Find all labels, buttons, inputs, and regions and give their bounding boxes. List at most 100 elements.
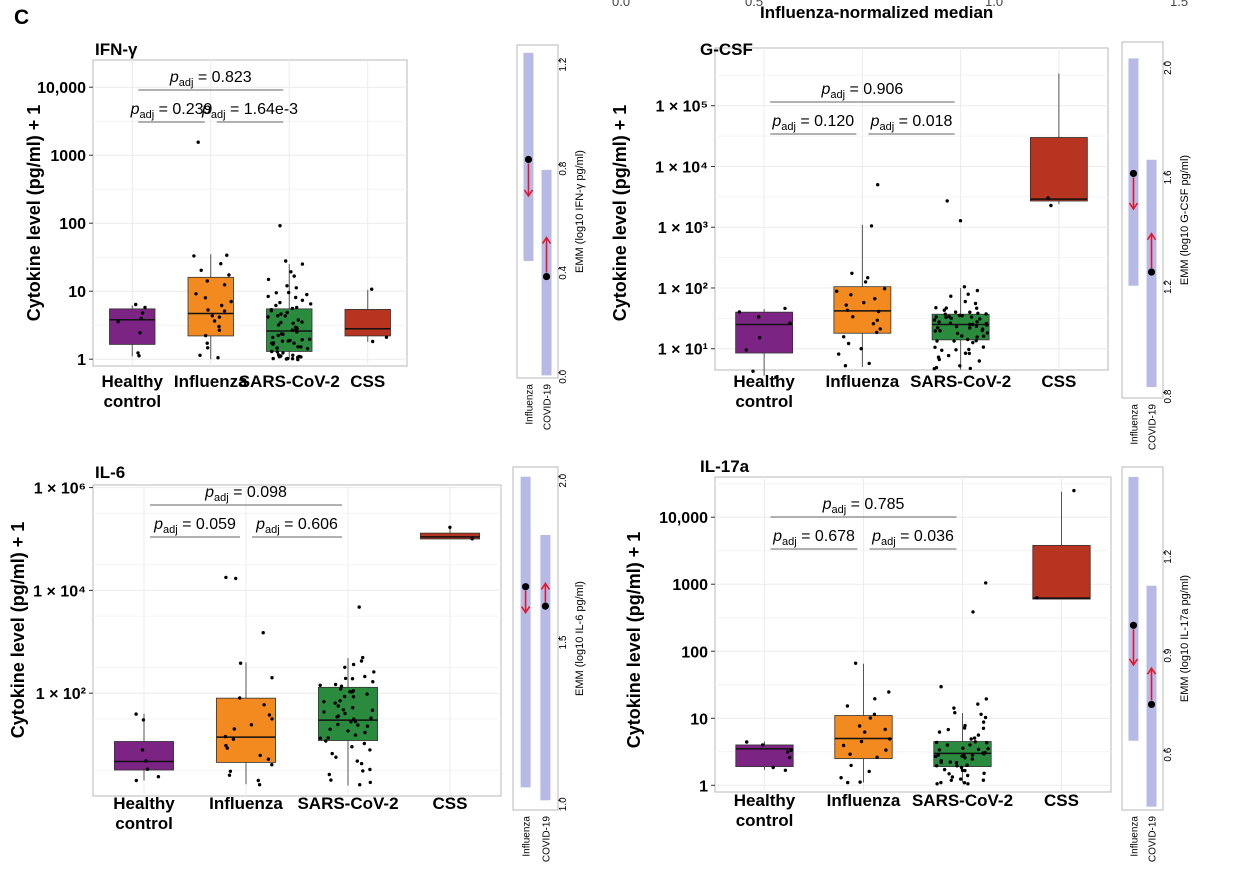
pvalue-label: padj = 0.018 (870, 113, 953, 133)
box (420, 532, 480, 540)
data-point (199, 268, 203, 272)
data-point (934, 764, 939, 768)
data-point (954, 324, 959, 329)
data-point (978, 317, 982, 321)
data-point (274, 291, 278, 295)
data-point (309, 302, 313, 306)
data-point (982, 771, 986, 775)
emm-tick-label: 0.8 (1163, 389, 1174, 403)
emm-tick-label: 1.5 (558, 635, 569, 649)
box (1032, 544, 1091, 600)
pvalue-label: padj = 0.239 (130, 101, 213, 121)
data-point (962, 726, 967, 730)
data-point (958, 364, 962, 368)
emm-ci-band (540, 534, 551, 801)
data-point (224, 743, 228, 748)
data-point (227, 773, 232, 777)
data-point (136, 351, 140, 355)
data-point (887, 690, 891, 694)
box (344, 308, 391, 337)
data-point (341, 708, 346, 712)
data-point (844, 303, 848, 307)
data-point (330, 751, 334, 756)
data-point (984, 581, 988, 585)
data-point (934, 306, 938, 310)
emm-ci-band (520, 476, 531, 788)
pvalue-label: padj = 0.606 (255, 516, 338, 536)
data-point (1072, 488, 1076, 493)
data-point (322, 710, 326, 714)
data-point (939, 685, 943, 689)
data-point (883, 727, 887, 732)
data-point (966, 773, 970, 778)
data-point (848, 752, 852, 756)
data-point (875, 330, 879, 335)
data-point (853, 661, 858, 665)
data-point (284, 357, 289, 361)
data-point (295, 305, 299, 310)
data-point (745, 740, 749, 744)
data-point (279, 320, 283, 325)
data-point (937, 320, 941, 324)
data-point (333, 701, 337, 705)
data-point (300, 262, 305, 266)
y-axis-label: Cytokine level (pg/ml) + 1 (8, 522, 28, 739)
data-point (212, 319, 217, 323)
data-point (299, 355, 303, 359)
emm-tick-label: 1.6 (1163, 170, 1174, 184)
x-category-label: Healthy (113, 794, 175, 813)
data-point (985, 331, 989, 335)
data-point (867, 769, 871, 774)
data-point (228, 769, 233, 773)
data-point (953, 310, 958, 314)
data-point (266, 757, 271, 761)
data-point (362, 741, 366, 746)
data-point (955, 331, 960, 336)
data-point (281, 351, 285, 355)
data-point (365, 692, 369, 696)
data-point (339, 687, 343, 691)
data-point (968, 366, 972, 371)
data-point (862, 300, 866, 305)
data-point (944, 315, 948, 319)
data-point (939, 760, 943, 765)
emm-tick-label: 0.0 (558, 369, 569, 383)
data-point (976, 702, 980, 706)
data-point (869, 224, 874, 228)
data-point (217, 328, 222, 332)
data-point (217, 315, 222, 319)
data-point (352, 717, 356, 721)
emm-y-label: EMM (log10 IL-6 pg/ml) (574, 581, 586, 696)
box (834, 715, 893, 760)
x-category-label: SARS-CoV-2 (910, 372, 1011, 391)
box (109, 308, 156, 345)
data-point (949, 294, 953, 298)
data-point (946, 353, 951, 358)
data-point (283, 314, 287, 318)
x-category-label: SARS-CoV-2 (912, 791, 1013, 810)
data-point (977, 359, 981, 363)
data-point (962, 285, 967, 289)
data-point (134, 778, 138, 783)
pvalue-label: padj = 1.64e-3 (201, 101, 298, 121)
y-tick-label: 1000 (50, 148, 86, 165)
emm-panel: Influenza COVID-19 1.0 1.5 2.0 EMM (log10 IL-… (512, 466, 586, 862)
y-tick-label: 1 × 10³ (658, 220, 708, 237)
data-point (270, 676, 274, 680)
data-point (940, 348, 944, 352)
data-point (141, 718, 146, 722)
chart-title: IL-17a (700, 457, 750, 476)
data-point (959, 777, 963, 781)
top-tick-3: 1.5 (1170, 0, 1189, 9)
data-point (961, 746, 965, 750)
emm-x-label: Influenza (524, 384, 535, 425)
data-point (970, 753, 975, 757)
data-point (279, 312, 283, 316)
chart-title: IFN-γ (95, 40, 138, 59)
data-point (249, 723, 254, 727)
data-point (943, 312, 947, 316)
data-point (348, 690, 352, 694)
data-point (873, 697, 877, 701)
emm-tick-label: 0.9 (1163, 648, 1174, 662)
emm-ci-band (541, 169, 552, 376)
